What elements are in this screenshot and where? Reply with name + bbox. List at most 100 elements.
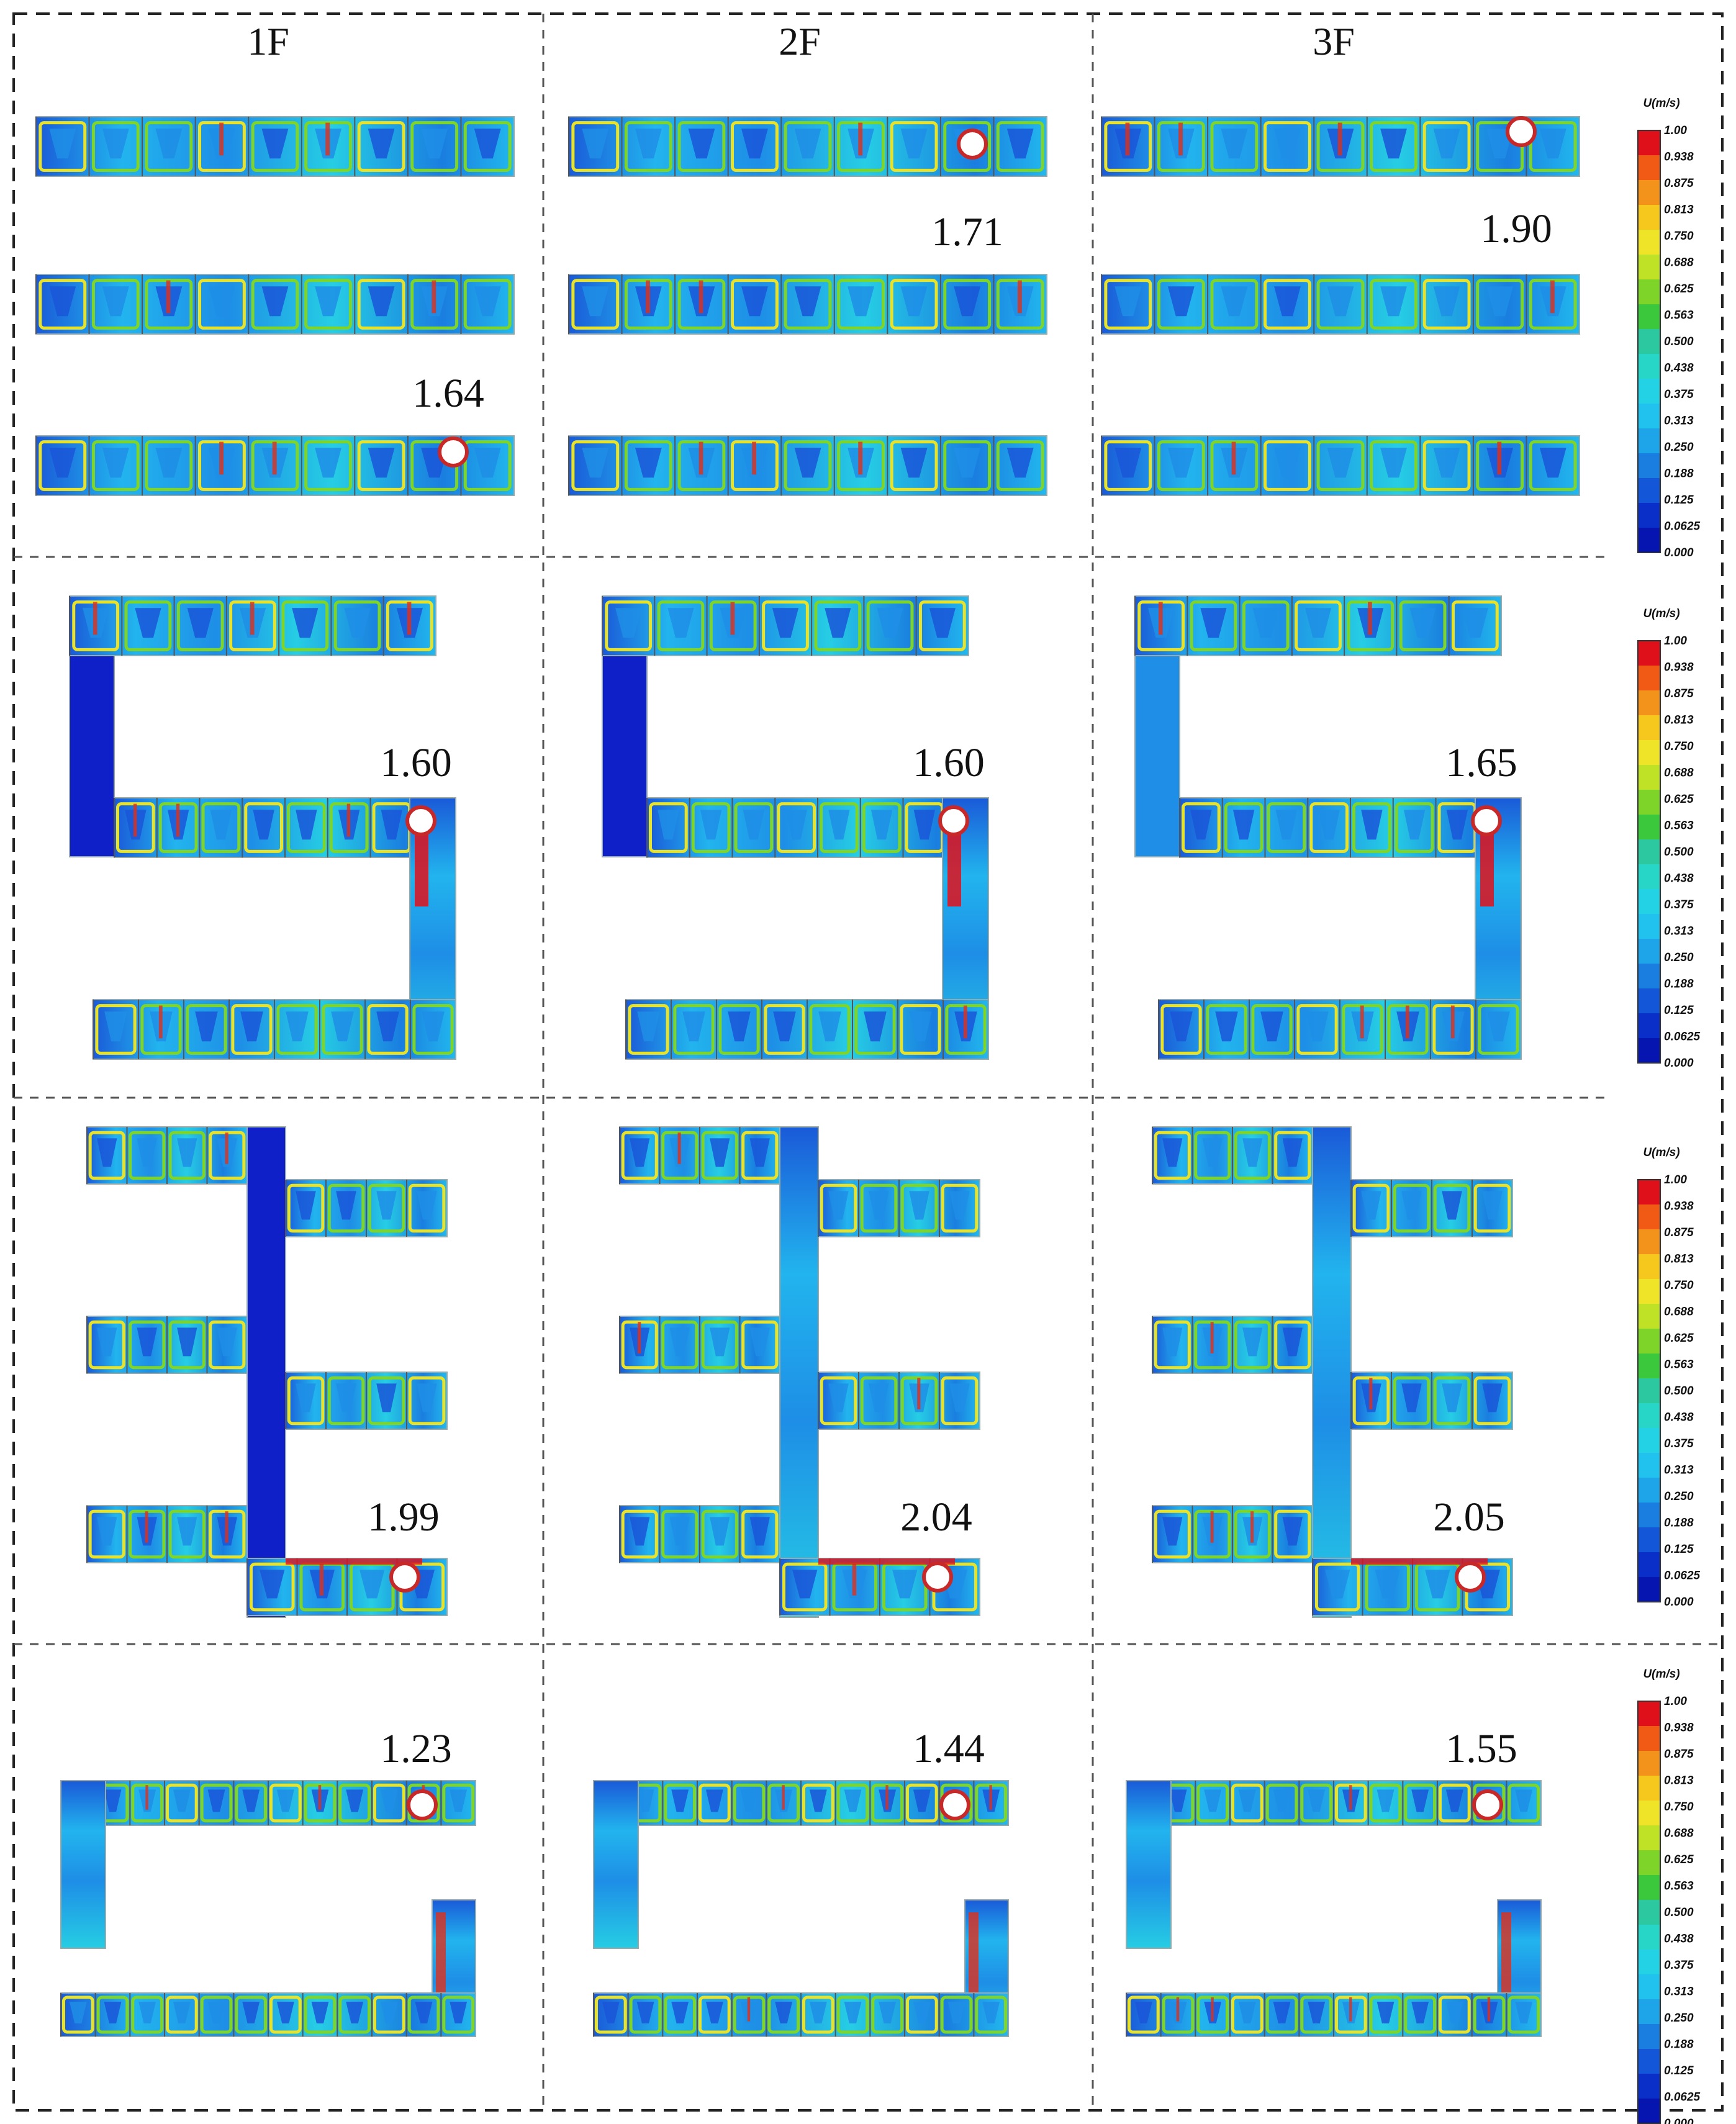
colorbar-tick-label: 1.00 xyxy=(1664,1173,1687,1186)
branch-left-1 xyxy=(1152,1126,1313,1185)
branch-left-2 xyxy=(619,1316,780,1374)
colorbar-tick-label: 0.875 xyxy=(1664,1748,1694,1761)
branch-right-2 xyxy=(1350,1372,1513,1430)
peak-velocity-label: 1.55 xyxy=(1445,1726,1517,1771)
colorbar-2: U(m/s) 1.00 0.938 0.875 0.813 0.750 0.688 0.625… xyxy=(1637,607,1701,1070)
colorbar-segment xyxy=(1638,2024,1660,2049)
corridor-3 xyxy=(568,435,1047,496)
colorbar-tick-label: 0.750 xyxy=(1664,1801,1694,1814)
panel-row3-col1: 1.99 xyxy=(86,1126,448,1618)
panel-row3-col2: 2.04 xyxy=(619,1126,980,1618)
branch-right-3 xyxy=(1312,1558,1513,1616)
middle-corridor xyxy=(1179,797,1522,858)
colorbar-segment xyxy=(1638,1204,1660,1229)
panel-row1-col1: 1.64 xyxy=(35,116,515,496)
colorbar-tick-label: 0.625 xyxy=(1664,282,1694,296)
colorbar-tick-label: 0.750 xyxy=(1664,1279,1694,1292)
colorbar-segment xyxy=(1638,1304,1660,1329)
monitor-point-marker xyxy=(1472,1789,1503,1820)
colorbar-segment xyxy=(1638,304,1660,329)
spine-duct xyxy=(779,1126,819,1618)
panels: 1.64 1.71 1.90 1.60 1.60 1.65 1.99 2.04 2.05 1.23… xyxy=(35,116,1580,2037)
monitor-point-marker xyxy=(407,1789,438,1820)
colorbar-tick-label: 0.313 xyxy=(1664,415,1694,428)
colorbar-segment xyxy=(1638,354,1660,379)
colorbar-segment xyxy=(1638,790,1660,815)
colorbar-segment xyxy=(1638,1900,1660,1925)
peak-velocity-label: 1.99 xyxy=(368,1494,440,1540)
monitor-point-marker xyxy=(1455,1561,1486,1593)
colorbar-segment xyxy=(1638,1701,1660,1726)
colorbar-segment xyxy=(1638,690,1660,715)
colorbar-segment xyxy=(1638,988,1660,1013)
panel-row2-col2: 1.60 xyxy=(602,595,989,1060)
colorbar-segment xyxy=(1638,964,1660,988)
colorbar-segment xyxy=(1638,255,1660,279)
monitor-point-marker xyxy=(405,805,436,836)
branch-right-2 xyxy=(818,1372,980,1430)
monitor-point-marker xyxy=(389,1561,420,1593)
corridor-2 xyxy=(1101,274,1580,335)
lower-corridor xyxy=(625,999,989,1060)
colorbar-tick-label: 0.938 xyxy=(1664,1722,1694,1735)
spine-duct xyxy=(1312,1126,1352,1618)
colorbar-tick-label: 0.188 xyxy=(1664,468,1694,481)
colorbar-tick-label: 0.375 xyxy=(1664,1959,1694,1972)
colorbar-tick-label: 0.313 xyxy=(1664,1986,1694,1999)
colorbar-tick-label: 0.625 xyxy=(1664,1853,1694,1866)
branch-left-2 xyxy=(1152,1316,1313,1374)
colorbar-segment xyxy=(1638,1428,1660,1453)
colorbar-segment xyxy=(1638,205,1660,230)
colorbar-tick-label: 0.250 xyxy=(1664,2012,1694,2025)
colorbar-tick-label: 0.500 xyxy=(1664,846,1694,859)
colorbar-tick-label: 0.875 xyxy=(1664,687,1694,700)
colorbar-tick-label: 1.00 xyxy=(1664,1695,1687,1708)
colorbar-segment xyxy=(1638,1503,1660,1527)
colorbar-tick-label: 0.375 xyxy=(1664,388,1694,401)
colorbar-tick-label: 0.188 xyxy=(1664,978,1694,991)
corridor-1 xyxy=(1101,116,1580,177)
colorbar-segment xyxy=(1638,1875,1660,1900)
branch-right-1 xyxy=(285,1179,448,1237)
monitor-point-marker xyxy=(1471,805,1502,836)
colorbar-4: U(m/s) 1.00 0.938 0.875 0.813 0.750 0.688 0.625… xyxy=(1637,1668,1701,2124)
branch-right-3 xyxy=(246,1558,448,1616)
colorbar-segment xyxy=(1638,478,1660,503)
colorbar-segment xyxy=(1638,1013,1660,1038)
branch-left-1 xyxy=(86,1126,248,1185)
colorbar-tick-label: 0.688 xyxy=(1664,256,1694,269)
colorbar-segment xyxy=(1638,839,1660,864)
branch-right-3 xyxy=(779,1558,980,1616)
colorbar-tick-label: 0.813 xyxy=(1664,714,1694,727)
colorbar-segment xyxy=(1638,379,1660,404)
colorbar-segment xyxy=(1638,1254,1660,1279)
colorbar-segment xyxy=(1638,1478,1660,1503)
colorbar-segment xyxy=(1638,2074,1660,2099)
corridor-3 xyxy=(35,435,515,496)
corridor-2 xyxy=(568,274,1047,335)
peak-velocity-label: 1.60 xyxy=(913,740,985,785)
colorbar-tick-label: 0.0625 xyxy=(1664,520,1701,533)
corridor-3 xyxy=(1101,435,1580,496)
colorbar-tick-label: 0.813 xyxy=(1664,204,1694,217)
column-header-3f: 3F xyxy=(1313,19,1355,63)
colorbar-tick-label: 0.375 xyxy=(1664,1437,1694,1450)
peak-velocity-label: 1.90 xyxy=(1480,206,1552,251)
colorbar-tick-label: 0.0625 xyxy=(1664,1570,1701,1583)
colorbar-tick-label: 0.000 xyxy=(1664,1057,1694,1070)
colorbar-segment xyxy=(1638,815,1660,839)
branch-right-1 xyxy=(818,1179,980,1237)
colorbar-tick-label: 0.000 xyxy=(1664,546,1694,559)
upper-corridor xyxy=(602,595,969,656)
colorbar-tick-label: 1.00 xyxy=(1664,635,1687,648)
colorbar-segment xyxy=(1638,1378,1660,1403)
panel-row4-col2: 1.44 xyxy=(593,1726,1009,2037)
colorbar-tick-label: 0.688 xyxy=(1664,1306,1694,1319)
colorbar-segment xyxy=(1638,230,1660,255)
colorbar-segment xyxy=(1638,1850,1660,1875)
colorbar-title: U(m/s) xyxy=(1643,607,1679,620)
colorbar-tick-label: 0.938 xyxy=(1664,661,1694,674)
colorbar-segment xyxy=(1638,428,1660,453)
left-duct xyxy=(593,1780,639,1949)
